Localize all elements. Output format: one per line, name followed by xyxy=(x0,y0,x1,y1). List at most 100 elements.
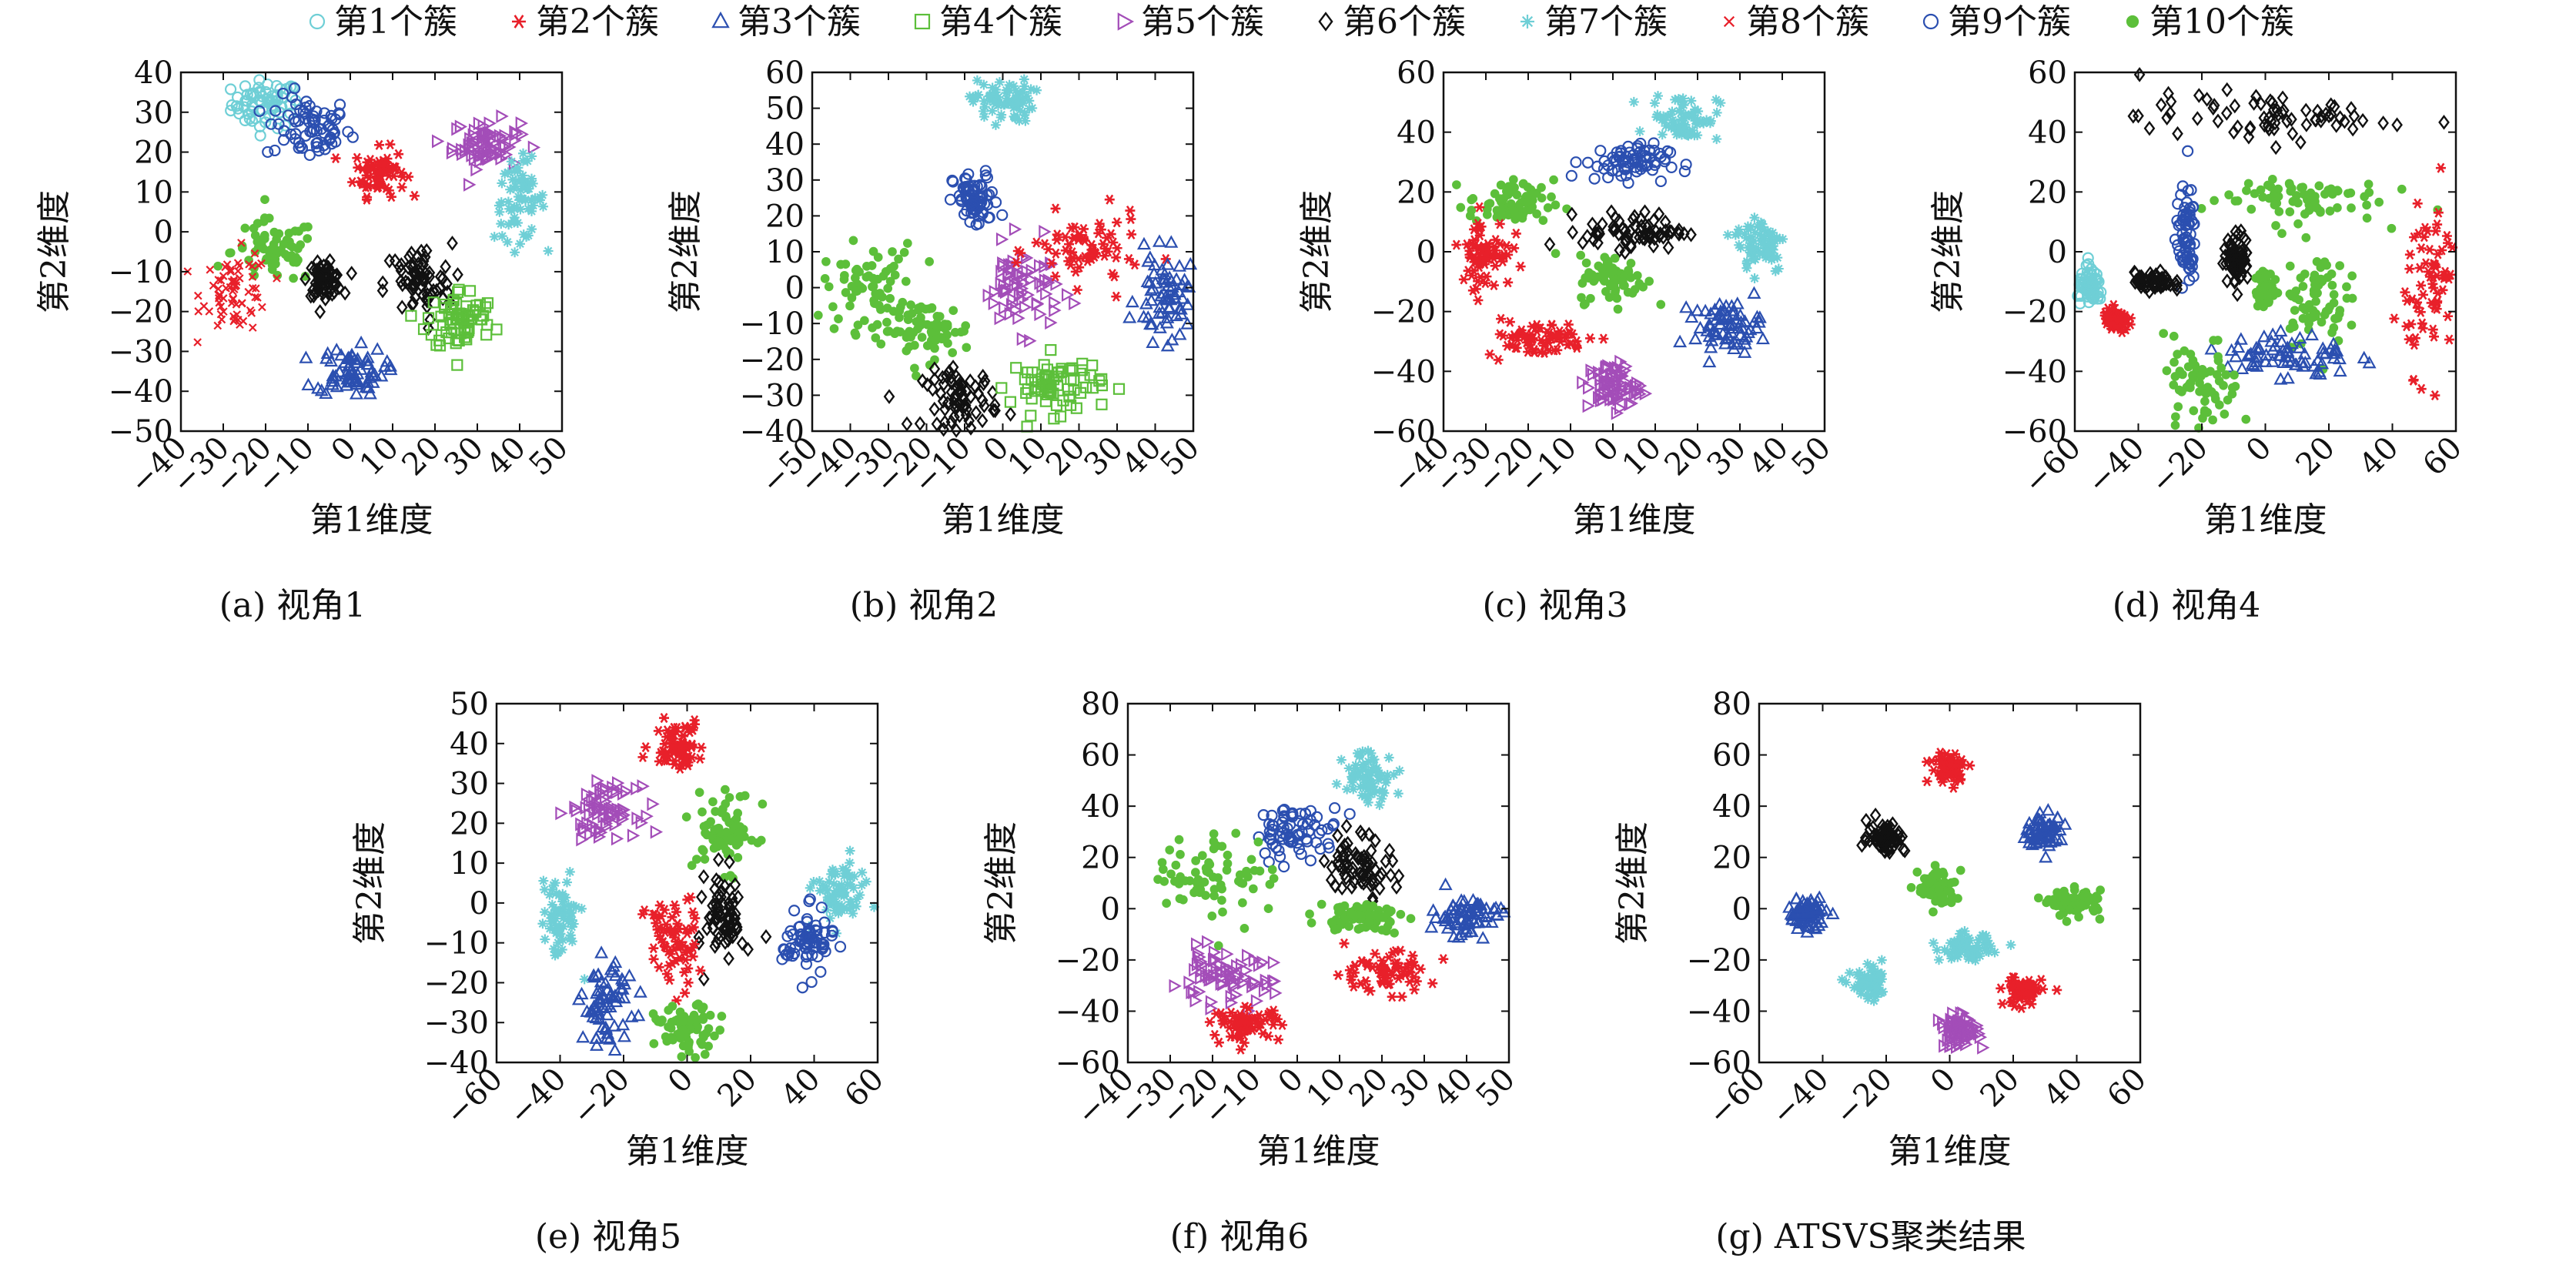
data-point xyxy=(1217,841,1226,851)
y-tick-label: −20 xyxy=(740,343,805,378)
data-point xyxy=(641,743,651,752)
data-point xyxy=(2213,352,2223,361)
data-point xyxy=(715,838,724,847)
data-point xyxy=(2096,885,2105,895)
data-point xyxy=(885,294,895,303)
data-point xyxy=(695,788,704,797)
data-point xyxy=(331,154,341,163)
data-point xyxy=(1512,190,1521,199)
data-point xyxy=(1467,196,1476,205)
data-point xyxy=(2236,363,2247,373)
data-point xyxy=(996,383,1006,393)
data-point xyxy=(701,1050,710,1059)
data-point xyxy=(2444,335,2454,344)
data-point xyxy=(912,317,921,326)
data-point xyxy=(1477,932,1488,942)
data-point xyxy=(2228,383,2237,393)
data-point xyxy=(882,318,892,327)
x-axis-label: 第1维度 xyxy=(310,500,433,540)
x-axis-label: 第1维度 xyxy=(1573,500,1696,540)
data-point xyxy=(1127,296,1138,306)
data-point xyxy=(2096,915,2105,924)
data-point xyxy=(631,783,641,794)
data-point xyxy=(279,239,289,249)
data-point xyxy=(296,240,305,249)
data-point xyxy=(520,195,530,205)
data-point xyxy=(888,247,897,256)
data-point xyxy=(814,311,823,320)
data-point xyxy=(878,293,887,302)
data-point xyxy=(870,299,879,308)
data-point xyxy=(206,266,213,273)
data-point xyxy=(1505,186,1514,196)
data-point xyxy=(724,952,734,965)
data-point xyxy=(678,1017,687,1026)
data-point xyxy=(1154,236,1165,246)
data-point xyxy=(235,268,242,275)
data-point xyxy=(1750,273,1760,283)
legend-marker xyxy=(1119,14,1132,29)
data-point xyxy=(1678,100,1688,110)
data-point xyxy=(2297,273,2306,283)
data-point xyxy=(1342,820,1351,832)
data-point xyxy=(868,323,877,333)
data-point xyxy=(2293,219,2303,229)
data-point xyxy=(727,836,736,845)
data-point xyxy=(1681,159,1691,169)
data-point xyxy=(1577,377,1587,388)
data-point xyxy=(1264,904,1273,913)
data-point xyxy=(1217,896,1226,905)
x-tick-label: −40 xyxy=(502,1062,573,1132)
data-point xyxy=(1704,356,1715,366)
data-point xyxy=(885,390,894,403)
data-point xyxy=(1035,309,1045,320)
data-point xyxy=(714,854,723,866)
data-point xyxy=(2325,303,2334,312)
data-point xyxy=(1096,400,1106,410)
data-point xyxy=(2405,250,2415,259)
data-point xyxy=(271,259,280,269)
data-point xyxy=(2290,306,2300,315)
data-point xyxy=(2262,271,2271,280)
data-point xyxy=(2178,370,2187,380)
data-point xyxy=(2347,271,2357,280)
data-point xyxy=(1153,875,1163,884)
data-point xyxy=(676,1030,685,1039)
data-point xyxy=(1711,134,1721,144)
data-point xyxy=(2211,394,2220,403)
data-point xyxy=(537,918,547,928)
data-point xyxy=(2206,343,2216,353)
data-point xyxy=(1105,195,1115,204)
data-point xyxy=(2200,396,2210,406)
data-point xyxy=(2261,282,2270,291)
data-point xyxy=(2208,416,2217,425)
data-point xyxy=(1020,374,1030,384)
data-point xyxy=(1214,1038,1224,1047)
data-point xyxy=(1674,336,1685,346)
data-point xyxy=(1571,157,1581,167)
data-point xyxy=(1624,288,1633,297)
data-point xyxy=(217,311,224,318)
data-point xyxy=(2285,207,2294,216)
data-point xyxy=(1715,98,1725,108)
plot-frame xyxy=(2075,72,2456,431)
data-point xyxy=(1626,273,1635,283)
data-point xyxy=(1126,230,1136,239)
data-point xyxy=(2278,92,2287,104)
data-point xyxy=(365,388,376,398)
data-point xyxy=(2183,146,2193,156)
data-point xyxy=(1564,320,1574,330)
data-point xyxy=(374,140,384,149)
data-point xyxy=(510,166,520,176)
data-point xyxy=(1511,229,1521,239)
data-point xyxy=(1087,360,1097,370)
data-point xyxy=(1521,198,1531,207)
data-point xyxy=(701,855,710,864)
data-point xyxy=(2163,366,2172,376)
data-point xyxy=(289,253,298,262)
data-point xyxy=(871,333,880,343)
data-point xyxy=(1907,883,1916,892)
data-point xyxy=(1176,894,1185,903)
data-point xyxy=(299,222,309,232)
data-point xyxy=(2333,313,2343,323)
